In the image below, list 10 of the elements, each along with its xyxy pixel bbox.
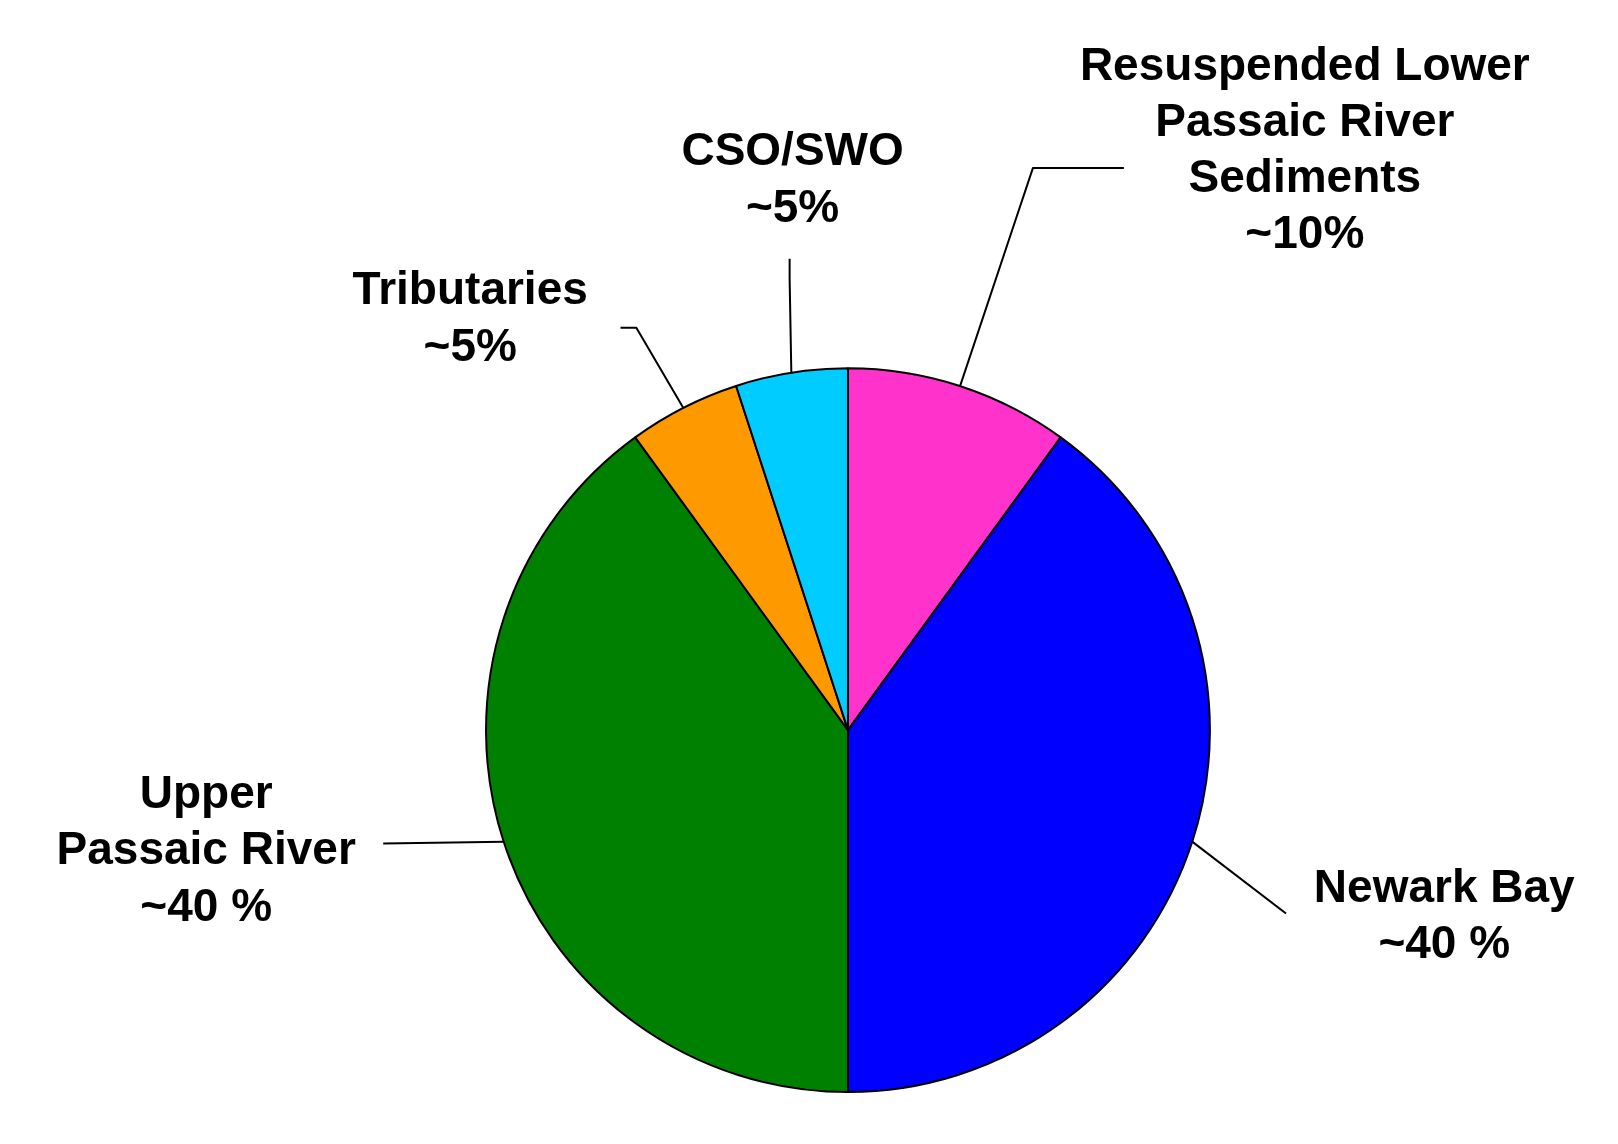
slice-label: Newark Bay <box>1313 859 1576 912</box>
data-label: ~40 % <box>140 878 273 931</box>
data-label: ~5% <box>423 318 517 371</box>
slice-label: Tributaries <box>352 262 588 315</box>
data-label: ~5% <box>745 179 840 232</box>
slice-label: Resuspended Lower Passaic River Sediments <box>1079 37 1530 203</box>
data-label: ~40 % <box>1378 916 1511 969</box>
data-label: ~10% <box>1245 206 1365 259</box>
slice-label: CSO/SWO <box>681 123 904 176</box>
slice-label: Upper Passaic River <box>56 766 356 875</box>
